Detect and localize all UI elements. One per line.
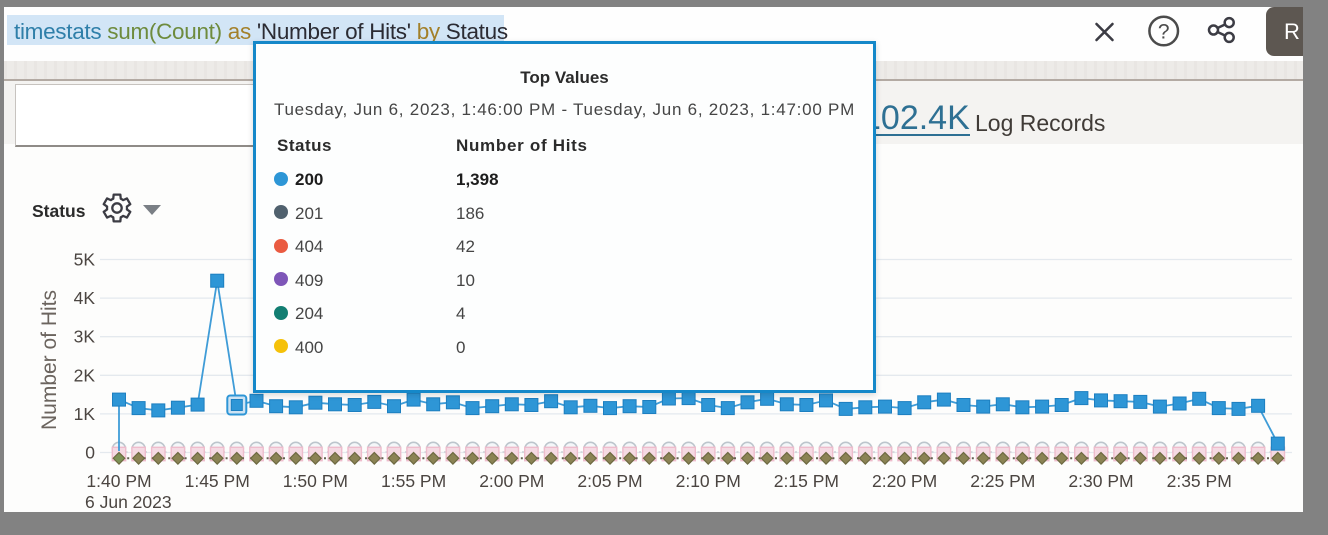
svg-text:2:30 PM: 2:30 PM xyxy=(1068,471,1133,491)
svg-text:2:10 PM: 2:10 PM xyxy=(676,471,741,491)
svg-text:0: 0 xyxy=(85,443,95,463)
svg-text:5K: 5K xyxy=(74,250,96,270)
svg-text:3K: 3K xyxy=(74,327,96,347)
svg-text:2:15 PM: 2:15 PM xyxy=(774,471,839,491)
svg-text:1:50 PM: 1:50 PM xyxy=(283,471,348,491)
svg-text:?: ? xyxy=(1158,21,1170,44)
svg-text:2:25 PM: 2:25 PM xyxy=(970,471,1035,491)
svg-text:4K: 4K xyxy=(74,288,96,308)
svg-text:2:05 PM: 2:05 PM xyxy=(577,471,642,491)
svg-text:Number of Hits: Number of Hits xyxy=(38,290,61,430)
svg-text:1:45 PM: 1:45 PM xyxy=(185,471,250,491)
svg-text:2K: 2K xyxy=(74,365,96,385)
svg-text:1K: 1K xyxy=(74,404,96,424)
svg-text:6 Jun 2023: 6 Jun 2023 xyxy=(85,492,172,512)
svg-text:1:40 PM: 1:40 PM xyxy=(86,471,151,491)
svg-text:1:55 PM: 1:55 PM xyxy=(381,471,446,491)
svg-text:2:20 PM: 2:20 PM xyxy=(872,471,937,491)
svg-text:2:00 PM: 2:00 PM xyxy=(479,471,544,491)
svg-text:2:35 PM: 2:35 PM xyxy=(1167,471,1232,491)
